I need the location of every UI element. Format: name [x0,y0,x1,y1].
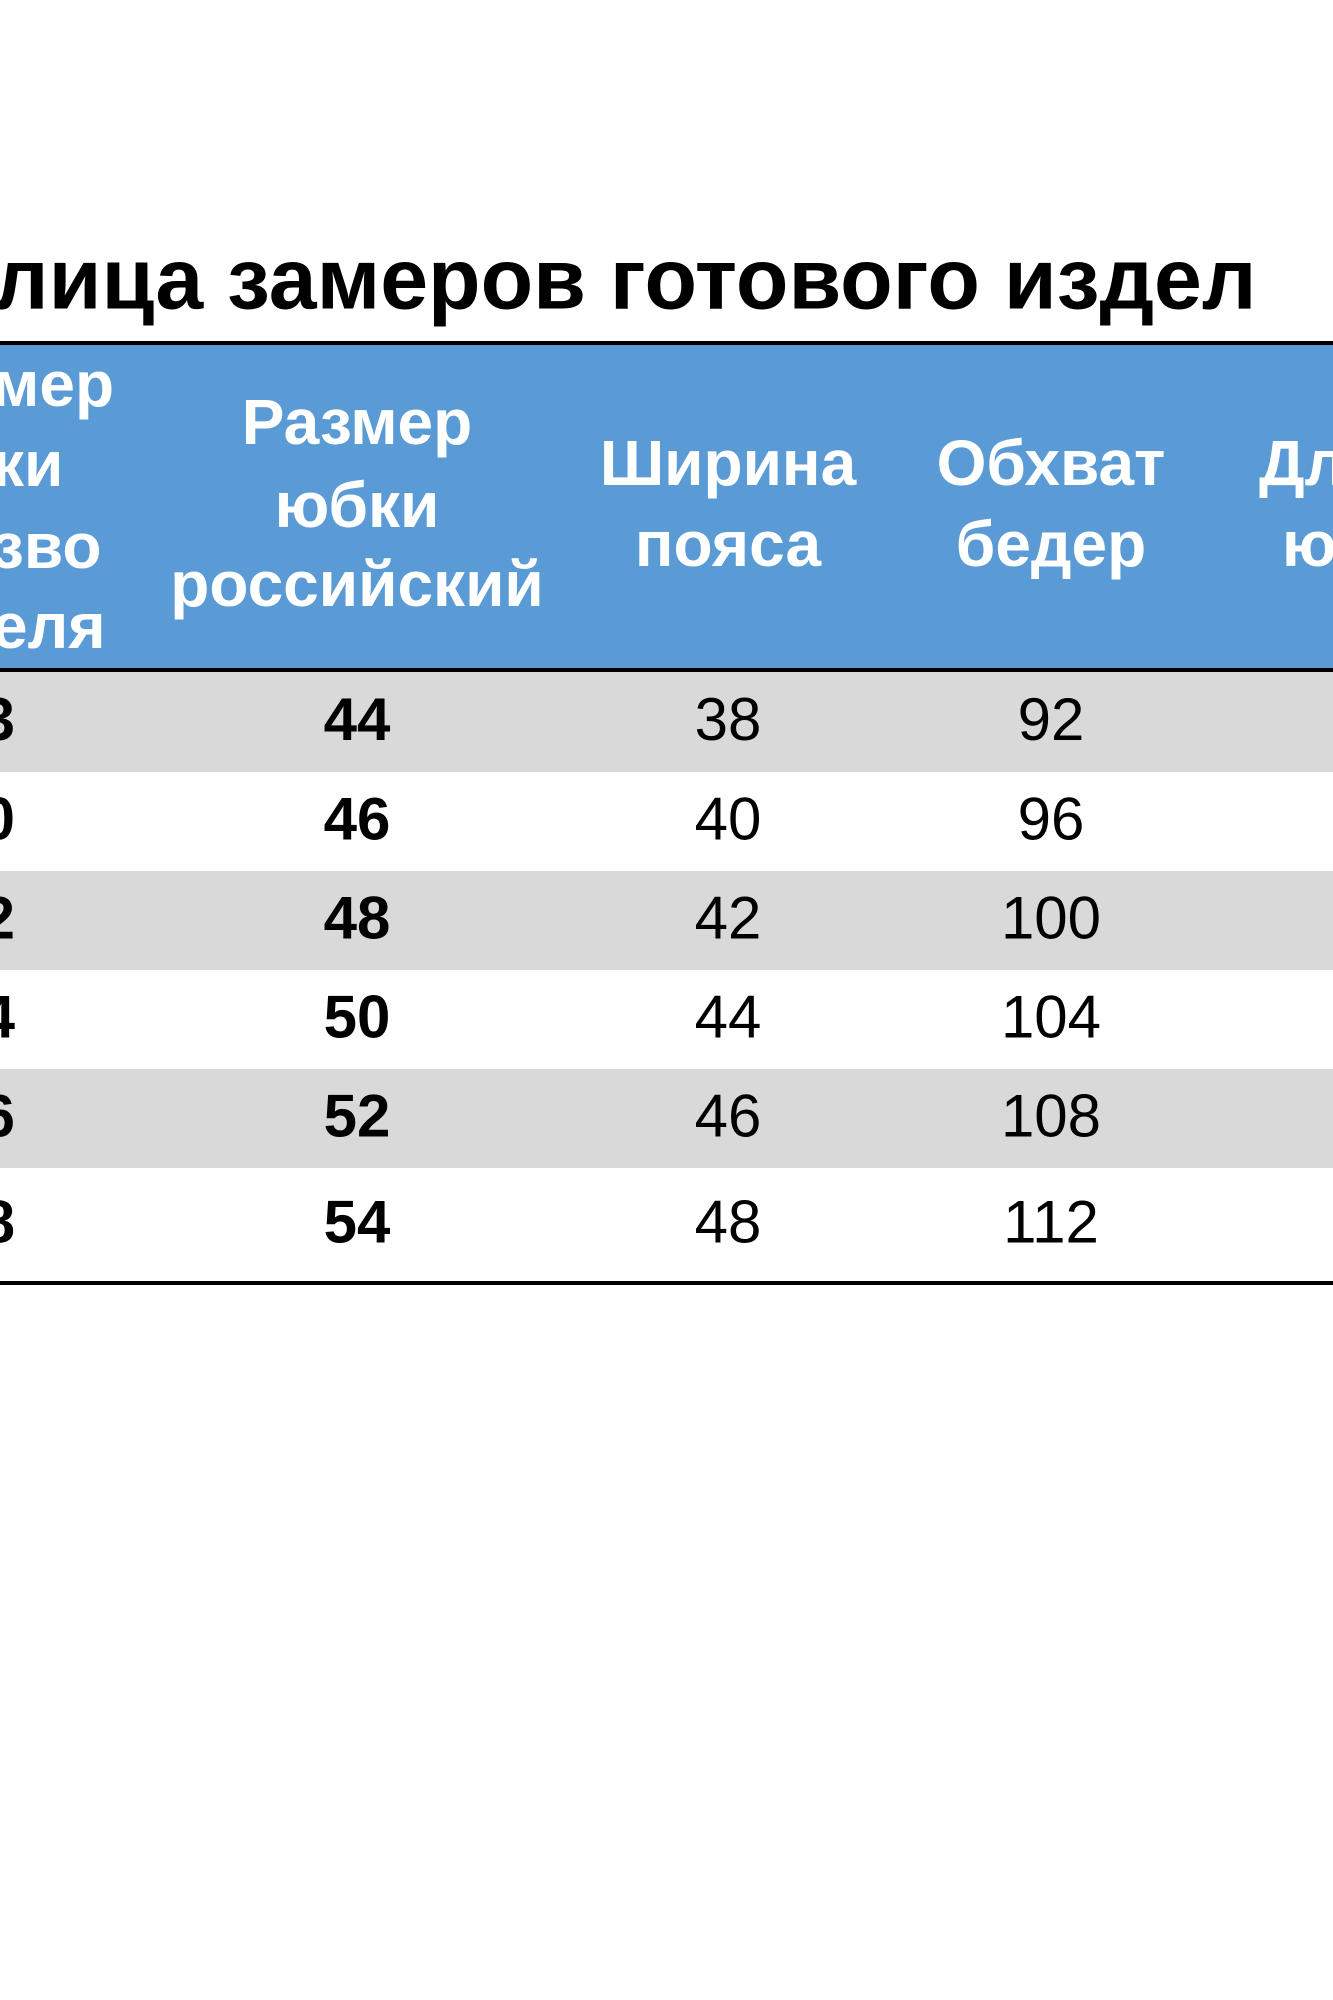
cell: 52 [324,1082,391,1149]
header-cell: Размер [242,386,472,458]
cell: 4 [0,983,16,1050]
cell: 112 [1003,1188,1099,1255]
cell: 42 [695,884,762,951]
header-cell: еля [0,590,106,662]
header-band [0,343,1333,670]
header-cell: пояса [635,508,822,580]
title: лица замеров готового издел [0,232,1257,328]
cell: 6 [1330,686,1333,753]
header-cell: бедер [956,508,1146,580]
cell: 6 [1330,785,1333,852]
cell: 8 [0,1188,15,1255]
row-band [0,672,1333,772]
cell: 6 [1330,983,1333,1050]
header-cell: Обхват [937,427,1166,499]
header-cell: зво [0,510,101,582]
header-cell: мер [0,348,114,420]
header-cell: ю [1282,508,1333,580]
row-band [0,1069,1333,1168]
cell: 40 [695,785,762,852]
cell: 46 [324,785,391,852]
cell: 50 [324,983,391,1050]
header-cell: Дл [1259,427,1333,499]
cell: 44 [324,686,391,753]
cell: 6 [1330,1082,1333,1149]
cell: 48 [695,1188,762,1255]
row-band [0,871,1333,970]
header-cell: ки [0,428,63,500]
cell: 92 [1018,686,1085,753]
cell: 3 [0,686,15,753]
cell: 6 [1330,1188,1333,1255]
cell: 44 [695,983,762,1050]
cell: 96 [1018,785,1085,852]
cell: 2 [0,884,15,951]
header-cell: юбки [275,469,440,541]
cell: 100 [1001,884,1101,951]
cell: 48 [324,884,391,951]
cell: 54 [324,1188,391,1255]
cell: 46 [695,1082,762,1149]
cell: 0 [0,785,15,852]
header-cell: Ширина [600,427,857,499]
header-cell: российский [170,548,544,620]
cell: 104 [1001,983,1101,1050]
cell: 38 [695,686,762,753]
cell: 6 [1330,884,1333,951]
cell: 6 [0,1082,15,1149]
cell: 108 [1001,1082,1101,1149]
